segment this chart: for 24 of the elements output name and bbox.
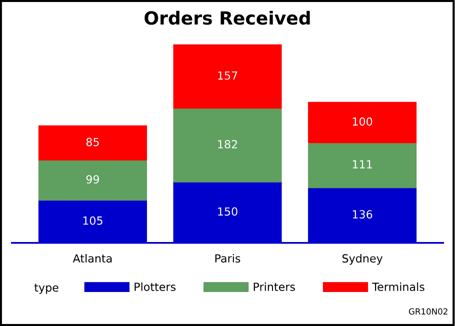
x-tick-label: Atlanta: [72, 254, 112, 263]
data-label: 100: [352, 117, 372, 126]
bar: [308, 102, 417, 144]
chart-title: Orders Received: [144, 10, 310, 25]
bar: [308, 142, 417, 188]
x-tick-label: Paris: [215, 254, 240, 263]
legend-label: Plotters: [134, 282, 176, 292]
data-label: 136: [352, 210, 372, 219]
bar: [38, 160, 147, 201]
data-label: 99: [86, 175, 99, 184]
bar: [173, 108, 282, 182]
bar: [173, 44, 282, 109]
data-label: 182: [218, 140, 237, 148]
legend-label: Terminals: [372, 282, 424, 292]
x-tick-label: Sydney: [342, 254, 383, 265]
data-label: 105: [83, 216, 102, 225]
text: GR10N02: [408, 308, 448, 315]
data-label: 150: [218, 207, 238, 216]
legend-title: type: [34, 284, 58, 294]
data-label: 157: [218, 71, 238, 80]
legend-label: Printers: [254, 282, 295, 292]
data-label: 111: [352, 160, 372, 168]
data-label: 85: [86, 138, 99, 146]
bar: [38, 125, 147, 161]
